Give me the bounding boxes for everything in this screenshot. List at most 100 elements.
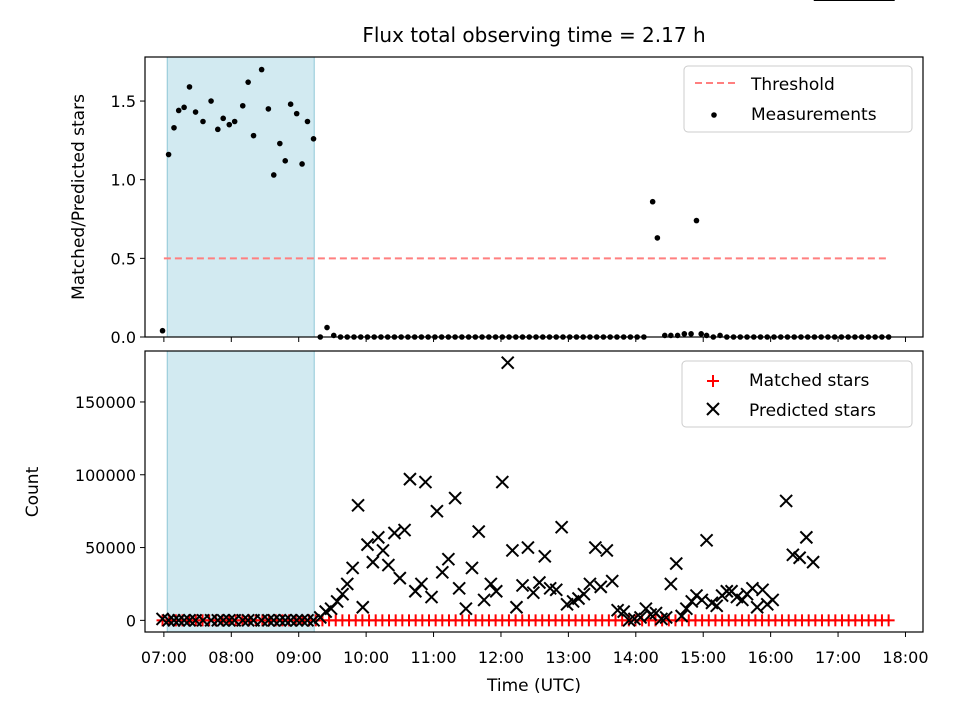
predicted-star-point xyxy=(397,523,412,537)
predicted-star-point xyxy=(521,540,535,555)
predicted-star-point xyxy=(505,543,520,558)
predicted-star-point xyxy=(654,612,669,626)
bottom-legend: Matched stars Predicted stars xyxy=(681,360,913,428)
predicted-star-point xyxy=(267,613,281,628)
predicted-star-point xyxy=(273,613,287,628)
measurement-point xyxy=(324,324,330,331)
predicted-star-point xyxy=(616,604,631,619)
measurement-point xyxy=(277,140,283,147)
measurement-point xyxy=(681,331,688,337)
measurement-point xyxy=(287,101,294,107)
measurement-point xyxy=(654,235,661,241)
predicted-star-point xyxy=(664,577,678,591)
predicted-star-point xyxy=(261,613,276,628)
measurement-point xyxy=(231,118,238,125)
measurement-point xyxy=(250,132,257,139)
predicted-star-point xyxy=(515,578,530,593)
matched-star-point xyxy=(882,614,895,627)
predicted-star-point xyxy=(633,610,648,625)
predicted-star-point xyxy=(306,613,321,628)
measurement-point xyxy=(220,115,227,122)
measurement-point xyxy=(226,121,233,128)
predicted-star-point xyxy=(806,555,820,569)
predicted-star-point xyxy=(418,475,433,489)
bottom-panel: 0 50000 100000 150000 07:00 08:00 09:00 10:00 1… xyxy=(23,0,929,696)
predicted-star-point xyxy=(335,587,350,601)
x-tick-label: 18:00 xyxy=(882,648,928,667)
predicted-star-point xyxy=(477,593,491,607)
predicted-star-point xyxy=(441,552,456,566)
predicted-star-point xyxy=(600,543,614,558)
x-tick-label: 15:00 xyxy=(680,648,726,667)
predicted-star-point xyxy=(554,520,569,534)
y-tick-label: 50000 xyxy=(85,539,136,558)
top-plot-frame xyxy=(144,56,924,338)
predicted-star-point xyxy=(577,587,591,601)
x-tick-label: 17:00 xyxy=(815,648,861,667)
x-tick-label: 16:00 xyxy=(748,648,794,667)
predicted-star-point xyxy=(289,613,304,628)
measurement-point xyxy=(258,66,265,73)
y-tick-label: 1.5 xyxy=(111,92,136,111)
y-tick-label: 0.5 xyxy=(111,249,136,268)
predicted-star-point xyxy=(330,594,344,609)
predicted-star-point xyxy=(605,574,619,588)
legend-matched-swatch xyxy=(707,375,719,387)
predicted-star-point xyxy=(526,585,541,600)
y-tick-label: 1.0 xyxy=(111,171,136,190)
predicted-star-point xyxy=(393,571,407,585)
predicted-star-point xyxy=(381,558,396,572)
measurement-point xyxy=(200,118,206,125)
predicted-star-point xyxy=(351,498,365,513)
predicted-star-point xyxy=(755,583,770,597)
predicted-star-point xyxy=(549,583,563,597)
predicted-star-point xyxy=(211,613,225,628)
predicted-star-point xyxy=(452,581,466,596)
predicted-star-point xyxy=(709,599,724,613)
x-tick-label: 13:00 xyxy=(545,648,591,667)
measurement-point xyxy=(649,198,656,205)
measurement-point xyxy=(239,102,246,109)
predicted-star-point xyxy=(360,537,375,552)
y-tick-label: 100000 xyxy=(75,466,136,485)
predicted-star-point xyxy=(300,613,315,628)
predicted-star-point xyxy=(283,613,298,628)
measurement-point xyxy=(265,106,272,112)
predicted-star-point xyxy=(371,530,385,545)
top-panel: 0.0 0.5 1.0 1.5 Matched/Predicted stars Thr… xyxy=(69,56,924,347)
predicted-star-point xyxy=(376,543,390,558)
predicted-star-point xyxy=(430,504,444,518)
chart-title: Flux total observing time = 2.17 h xyxy=(362,23,705,47)
predicted-star-point xyxy=(765,593,780,607)
bottom-plot-frame xyxy=(144,350,924,633)
measurement-point xyxy=(693,217,700,224)
predicted-star-point xyxy=(484,577,498,591)
predicted-star-point xyxy=(750,600,764,614)
predicted-star-point xyxy=(414,577,429,591)
predicted-star-point xyxy=(659,610,673,625)
measurement-point xyxy=(159,327,166,334)
predicted-star-point xyxy=(340,577,354,591)
predicted-star-point xyxy=(236,613,250,628)
predicted-star-point xyxy=(222,613,236,628)
predicted-star-point xyxy=(583,577,597,591)
measurement-point xyxy=(293,110,300,117)
top-legend: Threshold Measurements xyxy=(683,65,913,133)
x-tick-label: 07:00 xyxy=(141,648,187,667)
predicted-star-point xyxy=(720,584,734,598)
predicted-star-point xyxy=(366,555,380,569)
predicted-star-point xyxy=(674,609,689,623)
predicted-star-point xyxy=(435,565,450,580)
y-tick-label: 150000 xyxy=(75,393,136,412)
legend-matched-label: Matched stars xyxy=(749,371,869,391)
observing-window-shade-top xyxy=(166,56,315,338)
predicted-star-point xyxy=(792,551,807,565)
predicted-star-point xyxy=(509,600,524,614)
predicted-star-point xyxy=(459,601,473,616)
predicted-star-point xyxy=(699,533,714,547)
predicted-star-point xyxy=(495,475,510,489)
predicted-star-point xyxy=(278,613,292,628)
measurement-point xyxy=(304,118,311,125)
predicted-star-point xyxy=(799,530,814,545)
predicted-star-point xyxy=(532,575,547,590)
